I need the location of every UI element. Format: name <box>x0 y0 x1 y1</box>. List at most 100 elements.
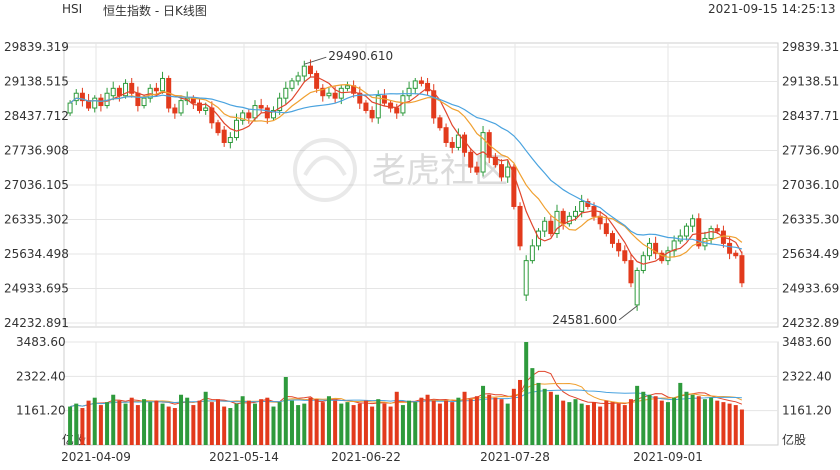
ma10-line <box>69 83 743 258</box>
volume-bar <box>573 399 578 445</box>
volume-bar <box>456 397 461 445</box>
volume-bar <box>591 402 596 445</box>
volume-tick-right: 3483.60 <box>782 335 832 349</box>
price-tick-right: 28437.712 <box>782 109 840 123</box>
candle-body <box>622 250 628 262</box>
volume-bar <box>388 406 393 445</box>
volume-bar <box>339 403 344 445</box>
candle-body <box>301 65 307 77</box>
volume-bar <box>283 376 288 445</box>
candle-body <box>727 242 733 254</box>
volume-bar <box>598 406 603 445</box>
candle-body <box>172 107 178 114</box>
volume-bar <box>431 400 436 445</box>
volume-bar <box>289 400 294 445</box>
candle-body <box>474 166 480 173</box>
candle-body <box>443 127 449 143</box>
volume-bar <box>678 382 683 445</box>
volume-bar <box>185 397 190 445</box>
candle-body <box>227 137 233 143</box>
volume-bar <box>419 397 424 445</box>
candle-body <box>258 105 264 109</box>
volume-bar <box>450 402 455 445</box>
candle-body <box>394 107 400 114</box>
volume-bar <box>628 399 633 445</box>
volume-bar <box>585 405 590 445</box>
volume-bar <box>511 388 516 445</box>
candle-body <box>517 205 523 247</box>
price-tick-left: 27736.908 <box>4 144 69 158</box>
candle-body <box>252 105 258 119</box>
volume-bar <box>407 400 412 445</box>
candle-body <box>289 80 295 89</box>
volume-bar <box>672 397 677 445</box>
candle-body <box>153 87 159 92</box>
volume-bar <box>160 403 165 445</box>
price-tick-left: 28437.712 <box>4 109 69 123</box>
volume-bar <box>333 400 338 445</box>
volume-bar <box>733 405 738 445</box>
volume-tick-left: 1161.20 <box>16 404 66 418</box>
volume-bar <box>74 403 79 445</box>
candle-body <box>591 205 597 217</box>
candle-body <box>110 87 116 97</box>
volume-bar <box>696 396 701 445</box>
candle-body <box>197 102 203 111</box>
volume-bar <box>370 406 375 445</box>
candle-body <box>609 233 615 244</box>
candle-body <box>369 109 375 119</box>
candle-body <box>572 210 579 217</box>
candle-body <box>221 129 227 143</box>
candle-body <box>437 117 443 129</box>
candle-body <box>363 102 369 111</box>
volume-bar <box>690 394 695 445</box>
price-tick-right: 29138.515 <box>782 75 840 89</box>
volume-bar <box>308 397 313 445</box>
price-tick-right: 29839.319 <box>782 40 840 54</box>
candle-body <box>548 220 554 235</box>
volume-bar <box>142 399 147 445</box>
x-tick-label: 2021-07-28 <box>480 450 550 464</box>
volume-bar <box>123 403 128 445</box>
candle-body <box>468 151 474 168</box>
high-callout-line <box>304 56 327 65</box>
volume-bar <box>659 400 664 445</box>
volume-bar <box>425 394 430 445</box>
candle-body <box>511 166 517 207</box>
volume-bar <box>530 368 535 445</box>
candle-body <box>665 250 671 262</box>
volume-bar <box>647 394 652 445</box>
price-tick-right: 24232.891 <box>782 316 840 330</box>
volume-bar <box>524 342 529 445</box>
candle-body <box>307 65 313 75</box>
candle-body <box>603 223 609 235</box>
price-tick-left: 29138.515 <box>4 75 69 89</box>
volume-bar <box>567 402 572 445</box>
candle-body <box>529 245 535 262</box>
candle-body <box>160 77 166 92</box>
candle-body <box>523 260 529 296</box>
candle-body <box>566 215 572 225</box>
volume-bar <box>715 400 720 445</box>
volume-bar <box>413 402 418 445</box>
x-tick-label: 2021-04-09 <box>61 450 131 464</box>
volume-bar <box>542 388 547 445</box>
candle-body <box>320 87 326 97</box>
price-tick-right: 27736.908 <box>782 144 840 158</box>
volume-bar <box>197 400 202 445</box>
volume-bar <box>135 405 140 445</box>
candle-body <box>683 225 689 237</box>
candle-body <box>246 112 252 119</box>
volume-bar <box>191 405 196 445</box>
volume-bar <box>518 379 523 445</box>
volume-bar <box>302 403 307 445</box>
volume-bar <box>709 397 714 445</box>
candle-body <box>332 92 338 99</box>
volume-bar <box>727 403 732 445</box>
x-tick-label: 2021-05-14 <box>209 450 279 464</box>
price-tick-left: 24933.695 <box>4 281 69 295</box>
watermark-logo <box>293 138 357 202</box>
candle-body <box>616 242 622 252</box>
volume-bar <box>216 399 221 445</box>
